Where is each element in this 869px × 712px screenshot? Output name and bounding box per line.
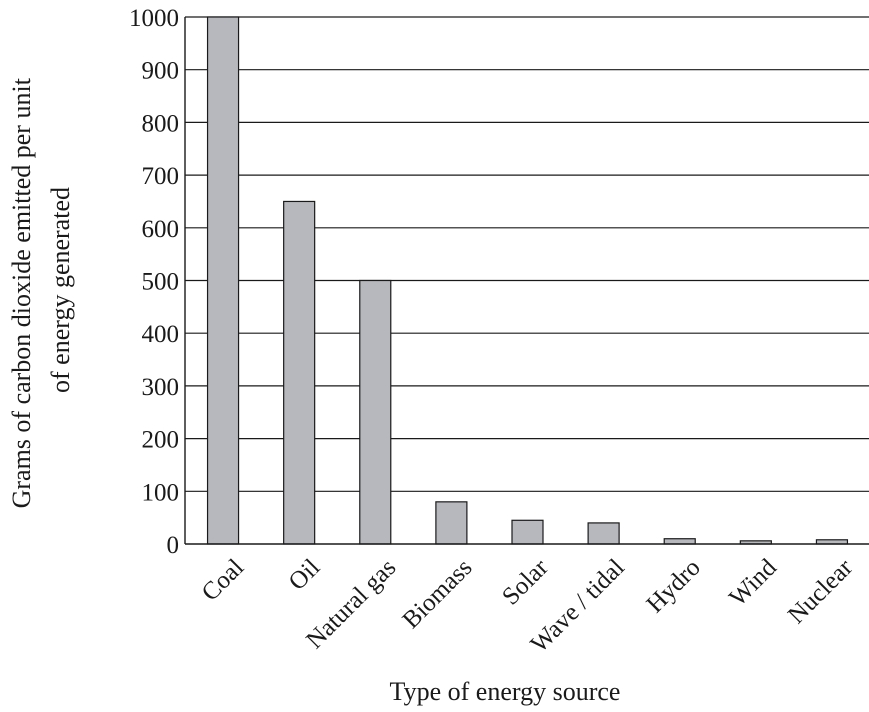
- x-tick-label-hydro: Hydro: [642, 554, 706, 618]
- y-tick-label-300: 300: [142, 374, 180, 401]
- y-tick-label-100: 100: [142, 479, 180, 506]
- y-tick-label-500: 500: [142, 269, 180, 296]
- x-tick-label-nuclear: Nuclear: [783, 554, 859, 630]
- bar-natural-gas: [359, 279, 392, 545]
- bar-solar: [511, 519, 544, 545]
- bar-oil: [283, 200, 316, 545]
- x-tick-label-oil: Oil: [284, 554, 326, 596]
- y-tick-label-900: 900: [142, 58, 180, 85]
- x-tick-label-solar: Solar: [497, 554, 554, 611]
- x-tick-label-wind: Wind: [724, 554, 782, 612]
- bar-hydro: [663, 538, 696, 545]
- y-tick-label-0: 0: [167, 532, 180, 559]
- y-tick-label-1000: 1000: [129, 5, 179, 32]
- y-tick-label-800: 800: [142, 110, 180, 137]
- x-tick-label-biomass: Biomass: [398, 554, 478, 634]
- y-tick-label-600: 600: [142, 216, 180, 243]
- y-axis-title: Grams of carbon dioxide emitted per unit…: [7, 72, 75, 509]
- bar-biomass: [435, 501, 468, 545]
- y-tick-labels: 0 100 200 300 400 500 600 700 800 900 1000: [129, 5, 179, 559]
- x-axis-title: Type of energy source: [390, 677, 621, 706]
- bar-coal: [206, 16, 240, 545]
- x-tick-label-coal: Coal: [197, 554, 250, 607]
- bar-wave-tidal: [587, 522, 620, 545]
- y-tick-label-400: 400: [142, 321, 180, 348]
- y-tick-label-700: 700: [142, 163, 180, 190]
- y-axis-title-line-1: Grams of carbon dioxide emitted per unit: [7, 77, 36, 508]
- y-axis-title-line-2: of energy generated: [46, 187, 75, 393]
- y-tick-label-200: 200: [142, 427, 180, 454]
